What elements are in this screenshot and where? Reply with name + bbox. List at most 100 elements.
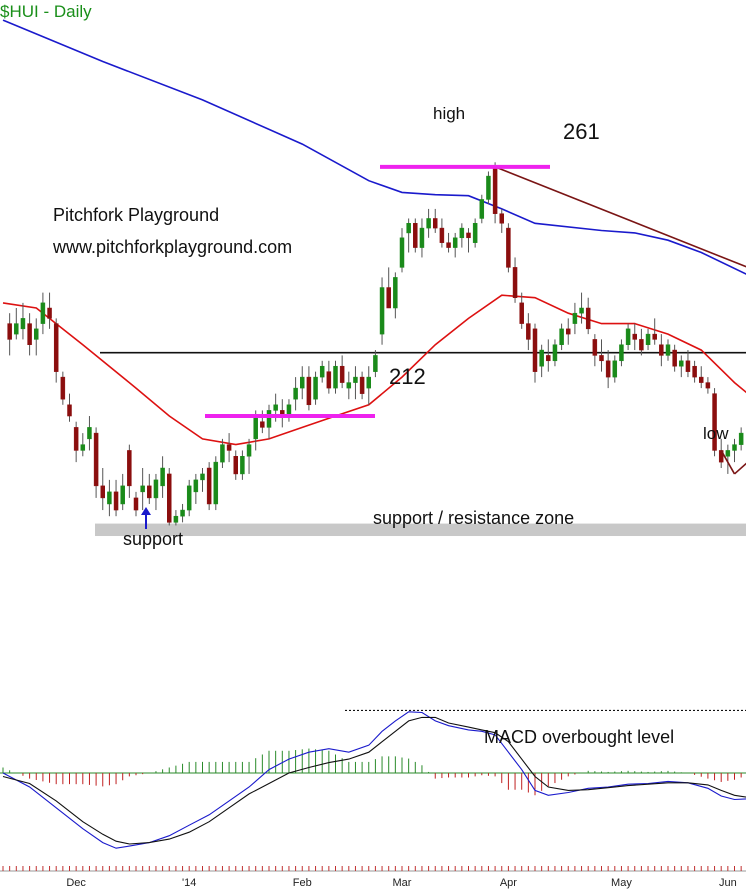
candle-body — [532, 328, 538, 372]
support-label: support — [123, 529, 183, 549]
candles-layer — [7, 162, 744, 526]
candle-body — [619, 344, 624, 362]
site-title: Pitchfork Playground — [53, 205, 219, 225]
candle-body — [193, 479, 199, 493]
chart-title: $HUI - Daily — [0, 2, 92, 21]
candle-body — [738, 432, 744, 445]
candle-body — [120, 485, 125, 505]
candle-body — [659, 344, 664, 356]
candle-body — [692, 365, 697, 378]
candle-body — [206, 467, 212, 505]
candle-body — [625, 328, 631, 345]
macd-overbought-label: MACD overbought level — [484, 727, 674, 747]
macd-signal-line — [2, 716, 746, 845]
candle-body — [293, 387, 298, 400]
candle-body — [186, 485, 192, 511]
trendline-1 — [494, 166, 746, 268]
x-tick-label: Feb — [293, 877, 312, 889]
macd-panel — [0, 709, 746, 849]
support-arrow-icon — [141, 507, 151, 529]
candle-body — [486, 175, 491, 200]
candle-body — [379, 287, 385, 335]
candle-body — [353, 376, 358, 383]
candle-body — [472, 223, 478, 243]
high-caption: high — [433, 104, 465, 123]
support-zone-label: support / resistance zone — [373, 508, 574, 528]
candle-body — [526, 323, 531, 340]
candle-body — [339, 365, 345, 383]
candle-body — [652, 333, 657, 340]
site-url: www.pitchforkplayground.com — [52, 237, 292, 257]
moving-average-layer — [2, 19, 746, 446]
candle-body — [266, 410, 272, 428]
support-zone-layer — [95, 523, 746, 537]
candle-body — [40, 302, 46, 324]
candle-body — [672, 349, 677, 367]
candle-body — [632, 333, 637, 340]
price-level-layer — [205, 164, 550, 419]
candle-body — [173, 515, 179, 523]
candle-body — [300, 376, 305, 389]
candle-body — [7, 323, 12, 340]
x-tick-label: Jun — [719, 877, 737, 889]
candle-body — [572, 312, 578, 324]
candle-body — [153, 479, 159, 499]
candle-body — [419, 227, 425, 248]
candle-body — [100, 485, 105, 499]
candle-body — [393, 277, 398, 309]
candle-body — [665, 344, 671, 356]
x-tick-label: Apr — [500, 877, 517, 889]
candle-body — [273, 404, 278, 411]
candle-body — [27, 323, 32, 345]
candle-body — [319, 365, 325, 378]
candle-body — [413, 223, 418, 248]
candle-body — [685, 360, 691, 372]
candle-body — [452, 237, 458, 248]
candle-body — [559, 328, 564, 345]
x-tick-label: May — [611, 877, 632, 889]
candle-body — [213, 461, 219, 505]
candle-body — [506, 227, 511, 268]
candle-body — [585, 307, 591, 330]
candle-body — [240, 456, 245, 475]
candle-body — [346, 382, 352, 389]
moving-average-line-1 — [2, 19, 746, 275]
candle-body — [253, 415, 258, 440]
candle-body — [220, 444, 225, 463]
candle-body — [439, 227, 445, 243]
candle-body — [519, 302, 524, 324]
low-label: low — [703, 424, 729, 443]
candle-body — [546, 355, 551, 362]
candle-body — [60, 376, 66, 400]
candle-body — [333, 365, 338, 389]
candle-body — [47, 307, 52, 319]
candle-body — [446, 242, 451, 248]
candle-body — [246, 444, 252, 457]
candle-body — [359, 376, 365, 394]
candle-body — [326, 371, 332, 389]
candle-body — [200, 473, 205, 481]
candle-body — [566, 328, 571, 335]
x-tick-label: Dec — [66, 877, 86, 889]
candle-body — [127, 450, 132, 487]
candle-body — [645, 333, 651, 345]
candle-body — [140, 485, 145, 493]
candle-body — [699, 376, 704, 383]
candle-body — [133, 497, 139, 511]
candle-body — [499, 213, 504, 224]
candle-body — [67, 404, 72, 417]
candle-body — [226, 444, 232, 451]
candle-body — [426, 218, 431, 229]
candle-body — [14, 323, 19, 335]
candle-body — [406, 223, 411, 234]
candle-body — [552, 344, 558, 362]
candle-body — [233, 456, 238, 475]
candle-body — [459, 227, 465, 239]
candle-body — [73, 427, 79, 451]
candle-body — [180, 509, 185, 517]
candle-body — [386, 287, 391, 309]
candle-body — [87, 427, 92, 440]
candle-body — [147, 485, 152, 499]
candle-body — [80, 444, 86, 451]
